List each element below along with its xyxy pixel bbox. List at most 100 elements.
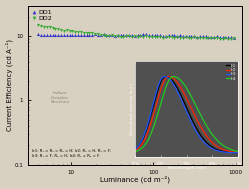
- DD2: [181, 36, 185, 39]
- DD2: [215, 37, 219, 40]
- DD2: [164, 36, 168, 39]
- DD2: [116, 35, 120, 38]
- DD2: [56, 27, 60, 30]
- DD1: [164, 34, 168, 37]
- DD1: [53, 33, 57, 36]
- DD2: [90, 32, 94, 35]
- DD2: [104, 34, 108, 37]
- DD2: [127, 35, 131, 38]
- DD2: [107, 35, 111, 38]
- DD2: [85, 31, 89, 34]
- DD2: [173, 36, 177, 39]
- DD1: [62, 33, 66, 36]
- DD1: [130, 33, 134, 36]
- DD2: [187, 36, 190, 39]
- Legend: DD1, DD2: DD1, DD2: [31, 9, 53, 22]
- DD2: [62, 29, 66, 32]
- DD2: [178, 36, 182, 39]
- DD1: [99, 33, 103, 36]
- DD1: [218, 35, 222, 38]
- Text: Iridium
Complex
Structure: Iridium Complex Structure: [51, 91, 70, 105]
- DD1: [93, 33, 97, 36]
- DD1: [87, 33, 91, 36]
- DD2: [175, 35, 179, 38]
- DD2: [119, 35, 123, 38]
- DD1: [102, 33, 106, 36]
- DD1: [167, 34, 171, 37]
- DD1: [96, 33, 100, 36]
- DD2: [36, 24, 40, 27]
- DD1: [144, 33, 148, 36]
- DD1: [67, 33, 71, 36]
- DD2: [229, 38, 233, 41]
- DD2: [170, 36, 174, 39]
- DD2: [73, 30, 77, 33]
- DD2: [133, 35, 137, 38]
- DD1: [232, 36, 236, 39]
- DD1: [189, 34, 193, 37]
- DD2: [232, 37, 236, 40]
- DD1: [36, 33, 40, 36]
- DD1: [206, 35, 210, 38]
- DD1: [195, 35, 199, 38]
- DD2: [70, 29, 74, 33]
- Y-axis label: Current Efficiency (cd A⁻¹): Current Efficiency (cd A⁻¹): [5, 39, 13, 131]
- DD1: [187, 34, 190, 37]
- DD2: [226, 37, 230, 40]
- DD1: [138, 34, 142, 37]
- DD1: [141, 33, 145, 36]
- DD1: [173, 34, 177, 37]
- DD1: [209, 36, 213, 39]
- DD1: [223, 36, 227, 39]
- DD2: [221, 37, 225, 40]
- DD2: [147, 36, 151, 39]
- DD2: [189, 36, 193, 39]
- DD1: [56, 34, 60, 37]
- DD2: [48, 26, 52, 29]
- DD1: [133, 34, 137, 37]
- DD1: [161, 34, 165, 37]
- DD1: [184, 34, 188, 37]
- DD1: [70, 33, 74, 36]
- X-axis label: Luminance (cd m⁻²): Luminance (cd m⁻²): [100, 176, 170, 184]
- DD1: [226, 36, 230, 39]
- DD2: [51, 27, 55, 30]
- DD2: [93, 32, 97, 35]
- DD2: [198, 36, 202, 39]
- DD2: [138, 35, 142, 38]
- DD1: [73, 33, 77, 36]
- DD1: [153, 33, 157, 36]
- DD1: [42, 33, 46, 36]
- DD2: [184, 36, 188, 39]
- DD2: [79, 31, 83, 34]
- DD1: [127, 34, 131, 37]
- DD1: [181, 34, 185, 37]
- DD1: [110, 33, 114, 36]
- DD2: [45, 25, 49, 28]
- DD2: [39, 25, 43, 28]
- DD1: [158, 34, 162, 37]
- DD1: [76, 33, 80, 36]
- DD1: [198, 35, 202, 38]
- DD1: [119, 33, 123, 36]
- DD2: [144, 35, 148, 38]
- DD2: [110, 34, 114, 37]
- DD2: [195, 36, 199, 39]
- DD2: [87, 31, 91, 34]
- DD1: [212, 35, 216, 38]
- DD1: [104, 33, 108, 36]
- DD2: [102, 34, 106, 37]
- DD2: [153, 35, 157, 38]
- DD2: [155, 35, 159, 38]
- DD2: [67, 29, 71, 32]
- DD1: [122, 34, 125, 37]
- DD2: [130, 36, 134, 39]
- DD2: [209, 37, 213, 40]
- DD2: [113, 34, 117, 37]
- DD2: [192, 36, 196, 39]
- DD1: [45, 33, 49, 36]
- DD1: [59, 33, 63, 36]
- DD1: [113, 34, 117, 37]
- DD1: [155, 33, 159, 36]
- DD2: [96, 33, 100, 36]
